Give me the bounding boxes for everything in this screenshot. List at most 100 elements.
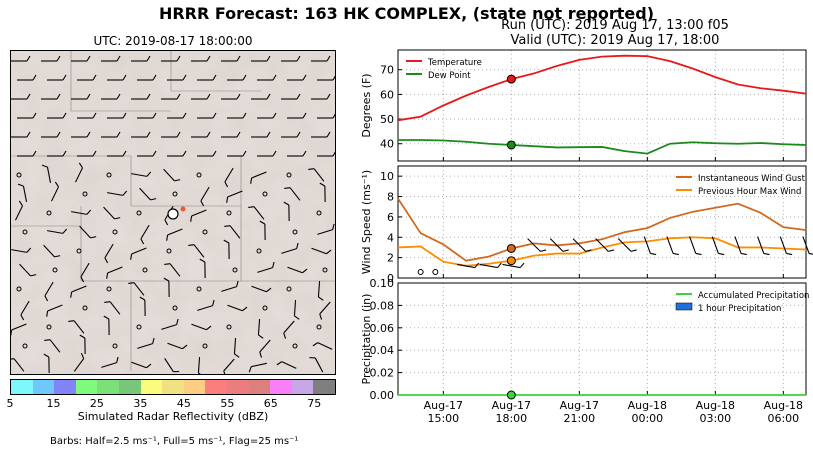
wind-barb [311,93,331,100]
wind-barb [257,261,275,273]
calm-wind-circle [316,324,322,330]
series-line [397,54,807,122]
wind-barb [191,131,211,138]
calm-wind-circle [136,324,142,330]
wind-barb [188,244,205,258]
wind-barb [259,339,271,358]
wind-barb [689,236,702,256]
radar-colorbar-label: Simulated Radar Reflectivity (dBZ) [77,410,269,423]
wind-barb [131,55,151,62]
wind-barb [11,323,27,336]
wind-barb [41,93,61,100]
wind-barb [251,55,271,62]
wind-barb [251,93,271,100]
wind-barb [666,236,679,256]
chart-panel-1: 40 50 60 70 Degrees (F) Temperature Dew Point [360,49,807,162]
calm-wind-circle [256,248,262,254]
chart-title: HRRR Forecast: 163 HK COMPLEX, (state no… [158,4,655,23]
wind-barb [281,55,301,62]
radar-tick-label: 45 [176,397,191,410]
wind-barb [43,244,61,258]
wind-barb [287,266,308,274]
wind-barb [47,228,68,234]
wind-barb [14,200,24,221]
legend-label: Previous Hour Max Wind [698,187,801,197]
x-tick-label: Aug-18 [696,399,735,412]
wind-barb [221,131,241,138]
radar-color-swatch [248,380,271,394]
x-tick-label: Aug-17 [560,399,599,412]
calm-wind-circle [112,343,118,349]
wind-barb-map [11,51,335,374]
wind-barb [104,243,114,264]
wind-barb [319,301,331,320]
wind-barb [19,263,37,277]
y-tick-label: 50 [380,113,394,126]
radar-color-swatch [97,380,119,394]
wind-barb [227,112,247,119]
wind-barb [223,358,235,374]
calm-wind-circle [16,286,22,292]
wind-barb [77,112,97,119]
wind-barb [137,74,157,81]
calm-wind-circle [52,267,58,273]
wind-barb [101,356,119,368]
wind-barb [11,247,32,253]
wind-barb [47,150,67,157]
wind-barb [104,301,121,315]
radar-color-swatch [54,380,76,394]
radar-color-swatch [183,380,206,394]
y-tick-label: 0.08 [370,299,395,312]
wind-barb [163,277,170,298]
calm-wind-circle [46,324,52,330]
wind-barb [44,339,61,353]
y-tick-label: 60 [380,88,394,101]
legend-label: Accumulated Precipitation [698,291,809,301]
wind-barb [167,112,187,119]
wind-barb [251,285,272,293]
wind-barb [140,224,150,245]
y-tick-label: 0 [387,272,394,285]
radar-color-swatch [226,380,249,394]
fire-location-marker [167,208,179,220]
calm-wind-circle [226,210,232,216]
wind-barb [106,266,123,279]
calm-wind-circle [286,286,292,292]
radar-tick-label: 35 [133,397,148,410]
y-tick-label: 40 [380,138,394,151]
wind-barb [77,74,97,81]
y-axis-label: Degrees (F) [360,73,373,137]
wind-barb [47,74,67,81]
x-tick-label: 00:00 [631,412,663,425]
wind-barb [757,236,770,256]
wind-barb [227,304,248,312]
wind-barb [572,238,592,252]
x-tick-label: 18:00 [495,412,527,425]
wind-barb [41,164,52,183]
radar-colorbar-ticks: 5 15 25 35 45 55 65 75 [6,397,336,411]
calm-wind-circle [82,305,88,311]
wind-barb [617,238,637,252]
radar-colorbar [10,379,336,395]
calm-wind-circle [22,229,28,235]
boundary-line [170,51,261,92]
wind-barb [457,262,480,269]
wind-barb [139,187,157,201]
wind-barb [128,282,145,296]
wind-barb [77,150,97,157]
wind-barb [227,150,247,157]
wind-barb [311,55,331,62]
wind-barb [164,263,181,277]
wind-barb [103,315,110,336]
calm-wind-circle [136,210,142,216]
wind-barb [103,206,121,220]
wind-barb [287,74,307,81]
radar-tick-label: 75 [307,397,322,410]
radar-tick-label: 5 [6,397,14,410]
radar-color-swatch [140,380,163,394]
fire-hotspot-icon [180,206,186,212]
calm-wind-circle [172,305,178,311]
wind-barb [197,356,204,374]
wind-barb [17,112,37,119]
